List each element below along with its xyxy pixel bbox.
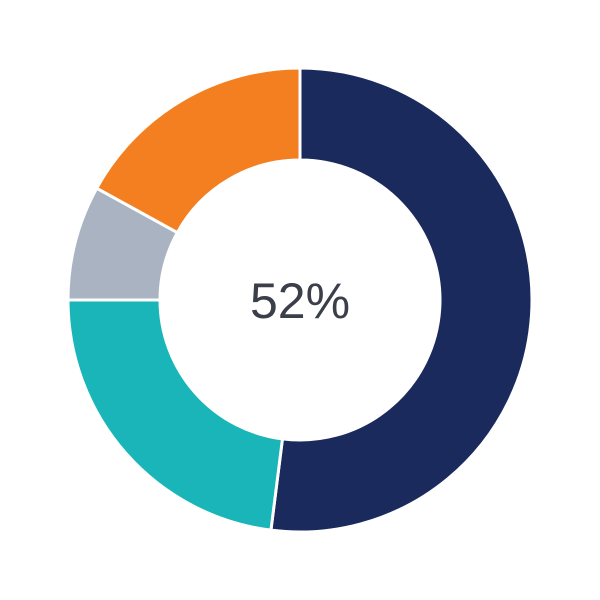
donut-slice-4 <box>94 66 302 235</box>
donut-slice-1 <box>269 66 534 534</box>
center-label: 52% <box>250 273 350 329</box>
donut-slice-2 <box>66 298 285 532</box>
slices <box>66 66 534 534</box>
